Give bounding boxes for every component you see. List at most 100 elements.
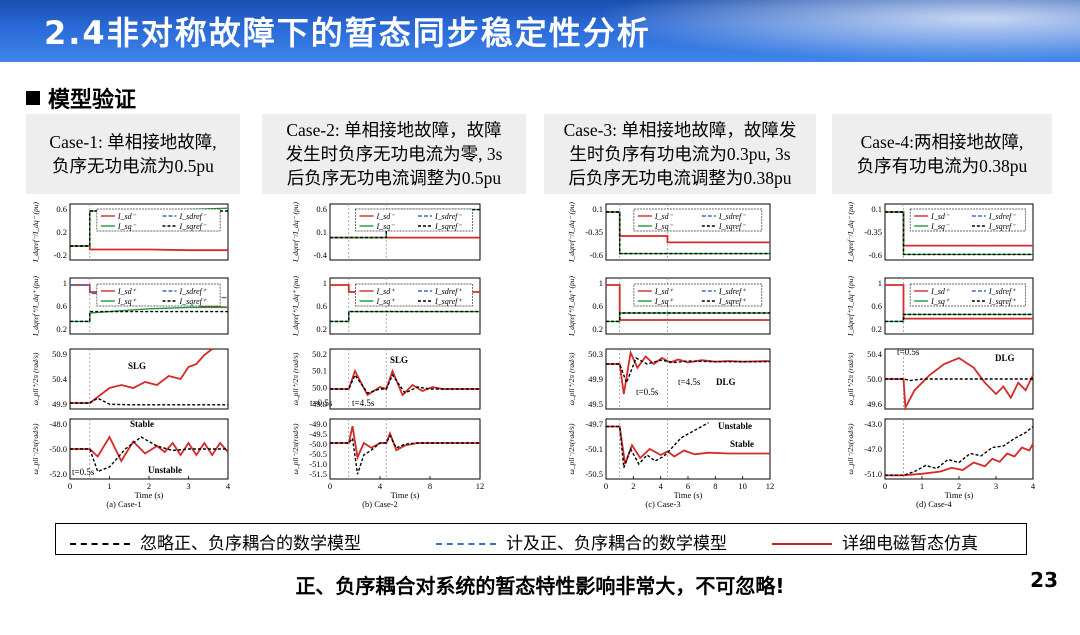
y-tick-label: -0.35	[864, 227, 882, 237]
x-tick-label: 10	[738, 481, 747, 491]
y-tick-label: 0.2	[56, 324, 67, 334]
series-line-I_sqref⁺	[606, 312, 770, 323]
y-tick-label: -48.0	[49, 419, 67, 429]
inset-legend-label: I_sd⁻	[654, 212, 674, 221]
series-line-emt	[885, 443, 1034, 477]
y-tick-label: 50.3	[588, 349, 603, 359]
x-tick-label: 8	[713, 481, 717, 491]
header-banner: 2.4非对称故障下的暂态同步稳定性分析	[0, 0, 1080, 62]
inset-legend-label: I_sqref⁺	[434, 297, 462, 306]
solid-line-icon	[772, 543, 832, 545]
x-tick-label: 1	[107, 481, 111, 491]
y-axis-label: ω_pll⁻/2π(rad/s)	[846, 423, 855, 474]
x-tick-label: 4	[659, 481, 664, 491]
y-tick-label: -0.6	[590, 250, 603, 260]
case-4-line-1: Case-4:两相接地故障,	[860, 132, 1024, 152]
y-tick-label: 1	[323, 278, 327, 288]
case-4-line-2: 负序有功电流为0.38pu	[856, 156, 1028, 176]
y-tick-label: 50.1	[312, 366, 327, 376]
dashed-line-icon	[70, 543, 130, 545]
y-axis-label: ω_pll⁺/2π (rad/s)	[567, 352, 576, 405]
inset-legend-label: I_sd⁻	[117, 212, 137, 221]
inset-legend-label: I_sqref⁻	[178, 222, 206, 231]
inset-legend-label: I_sd⁺	[654, 287, 674, 296]
inset-legend-label: I_sdref⁺	[434, 287, 462, 296]
case-3-line-2: 生时负序有功电流为0.3pu, 3s	[569, 144, 791, 164]
series-line-I_sqref⁻	[70, 210, 228, 247]
y-tick-label: -51.5	[309, 469, 327, 479]
inset-legend-label: I_sd⁻	[930, 212, 950, 221]
inset-legend-label: I_sqref⁺	[178, 297, 206, 306]
y-axis-label: ω_pll⁺/2π (rad/s)	[846, 352, 855, 405]
inset-legend-label: I_sdref⁻	[434, 212, 462, 221]
inset-legend-box	[909, 283, 1026, 307]
case-4-description: Case-4:两相接地故障, 负序有功电流为0.38pu	[832, 114, 1052, 194]
x-tick-label: 4	[1031, 481, 1036, 491]
inset-legend-box	[633, 283, 763, 307]
case-2-line-2: 发生时负序无功电流为零, 3s	[285, 144, 503, 164]
y-tick-label: -43.0	[864, 419, 882, 429]
y-tick-label: 0.6	[316, 204, 327, 214]
x-tick-label: 4	[226, 481, 231, 491]
case-3-line-1: Case-3: 单相接地故障，故障发	[563, 120, 797, 140]
series-line-I_sq⁺	[330, 310, 480, 323]
page-number: 23	[1030, 568, 1058, 592]
y-tick-label: -47.0	[864, 444, 882, 454]
annotation-label: t=0.5s	[636, 387, 659, 397]
y-axis-label: ω_pll⁻/2π(rad/s)	[31, 423, 40, 474]
case-2-description: Case-2: 单相接地故障，故障 发生时负序无功电流为零, 3s 后负序无功电流调…	[262, 114, 526, 194]
series-line-ignore	[606, 422, 709, 469]
inset-legend-label: I_sd⁻	[376, 212, 396, 221]
case-1-description: Case-1: 单相接地故障, 负序无功电流为0.5pu	[26, 114, 240, 194]
annotation-label: t=4.5s	[678, 377, 701, 387]
y-tick-label: 0.1	[592, 204, 603, 214]
inset-legend-label: I_sqref⁺	[718, 297, 746, 306]
inset-legend-label: I_sdref⁺	[178, 287, 206, 296]
section-title: 模型验证	[48, 88, 137, 113]
annotation-label: t=0.5s	[897, 347, 920, 357]
inset-legend-label: I_sq⁻	[654, 222, 674, 231]
y-axis-label: ω_pll⁻/2π(rad/s)	[291, 423, 300, 474]
plot-frame	[605, 418, 771, 480]
legend-label: 详细电磁暂态仿真	[842, 534, 978, 554]
case-1-line-1: Case-1: 单相接地故障,	[49, 132, 217, 152]
inset-legend-label: I_sqref⁻	[718, 222, 746, 231]
inset-legend-label: I_sq⁻	[376, 222, 396, 231]
x-tick-label: 3	[994, 481, 998, 491]
series-line-ignore	[330, 434, 480, 475]
series-line-I_sd⁺	[606, 284, 770, 321]
case-1-line-2: 负序无功电流为0.5pu	[52, 156, 214, 176]
x-tick-label: 2	[147, 481, 151, 491]
y-tick-label: 0.2	[592, 324, 603, 334]
chart-1: 0.6 0.2 -0.2 I_dqref⁻/I_dq⁻ (pu) I_sd⁻ I_sdre…	[31, 202, 231, 509]
y-tick-label: 0.6	[316, 301, 327, 311]
y-axis-label: I_dqref⁺/I_dq⁺ (pu)	[567, 276, 576, 337]
inset-legend-label: I_sqref⁺	[988, 297, 1016, 306]
chart-2: 0.6 0.1 -0.4 I_dqref⁻/I_dq⁻ (pu) I_sd⁻ I_sdre…	[291, 202, 484, 509]
inset-legend-box	[633, 208, 763, 232]
x-tick-label: 12	[766, 481, 775, 491]
inset-legend-label: I_sdref⁺	[718, 287, 746, 296]
y-tick-label: -50.5	[309, 449, 327, 459]
y-tick-label: 0.1	[316, 227, 327, 237]
x-axis-label: Time (s)	[674, 490, 703, 500]
series-line-emt	[606, 349, 771, 395]
dashdot-line-icon	[436, 543, 496, 545]
figure-area: 0.6 0.2 -0.2 I_dqref⁻/I_dq⁻ (pu) I_sd⁻ I_sdre…	[31, 202, 1036, 509]
inset-legend-label: I_sdref⁺	[988, 287, 1016, 296]
y-tick-label: 49.9	[52, 399, 67, 409]
y-tick-label: 49.9	[312, 399, 327, 409]
plot-frame	[329, 418, 481, 480]
legend-label: 忽略正、负序耦合的数学模型	[140, 534, 361, 554]
annotation-label: Unstable	[718, 421, 752, 431]
case-3-line-3: 后负序无功电流调整为0.38pu	[568, 168, 792, 188]
chart-4: 0.1 -0.35 -0.6 I_dqref⁻/I_dq⁻ (pu) I_sd⁻ I_sd…	[846, 202, 1036, 509]
y-tick-label: 50.0	[312, 382, 327, 392]
series-line-I_sqref⁺	[885, 313, 1033, 323]
y-tick-label: -0.6	[869, 250, 882, 260]
inset-legend-box	[909, 208, 1026, 232]
y-axis-label: ω_pll⁻/2π(rad/s)	[567, 423, 576, 474]
y-tick-label: 1	[599, 278, 603, 288]
series-line-I_sd⁺	[885, 284, 1033, 320]
x-tick-label: 0	[68, 481, 72, 491]
